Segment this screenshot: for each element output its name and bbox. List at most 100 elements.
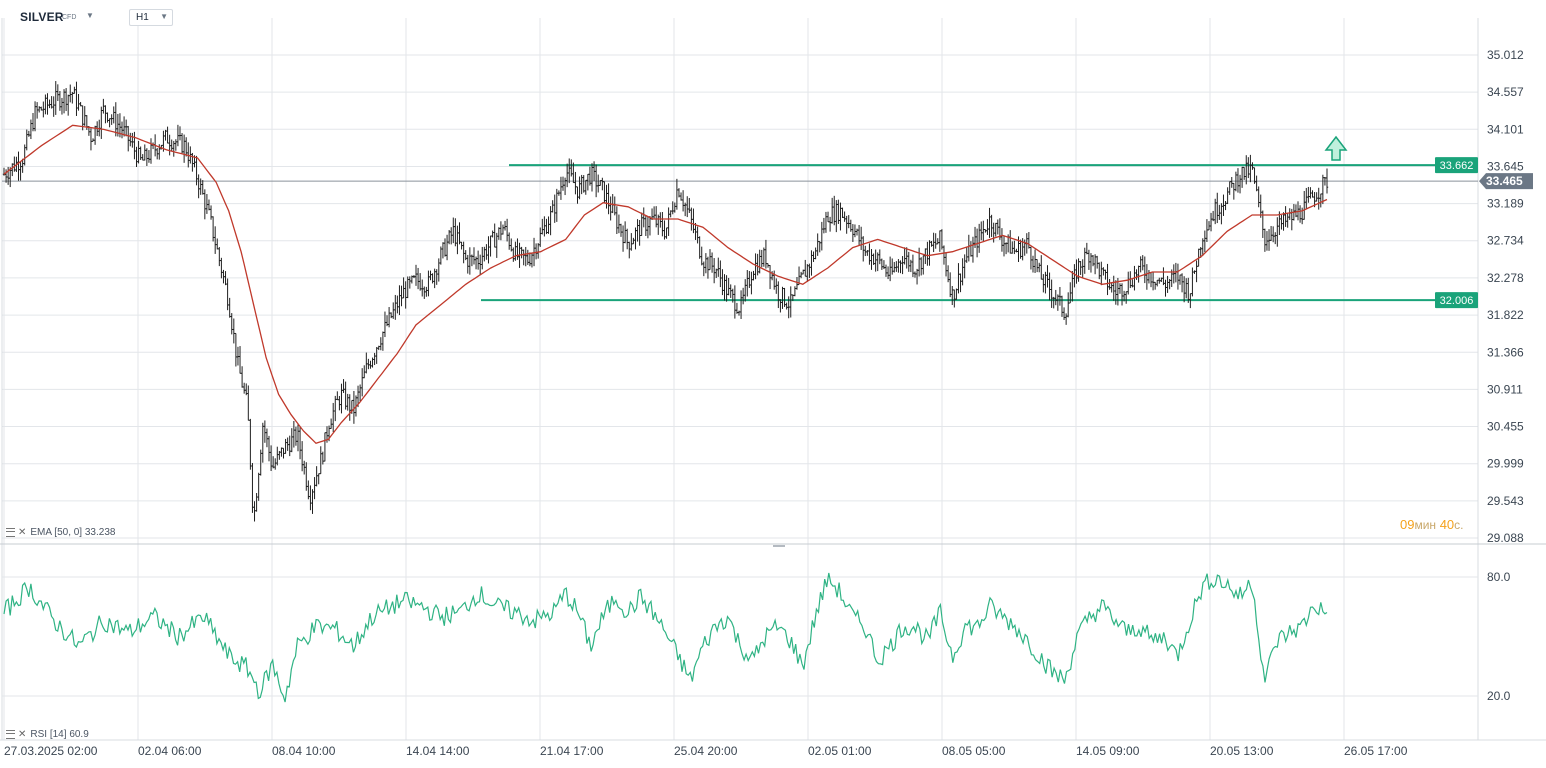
candle — [373, 352, 376, 366]
candle — [1079, 261, 1082, 275]
candle — [851, 224, 855, 242]
candle — [654, 206, 658, 228]
candle — [456, 225, 459, 255]
candle — [909, 259, 913, 273]
candle — [1048, 272, 1051, 301]
candle — [1267, 229, 1271, 251]
candle — [727, 277, 730, 296]
tags-layer: 33.662 32.006 33.465 — [1324, 135, 1533, 309]
candle — [296, 423, 300, 452]
candle — [1098, 262, 1101, 280]
candle — [563, 177, 567, 196]
candle — [58, 90, 62, 111]
candle — [31, 112, 35, 132]
candle — [1182, 276, 1186, 303]
candle — [1011, 241, 1014, 254]
candle — [1040, 255, 1043, 280]
candle — [669, 210, 672, 218]
candle — [348, 394, 351, 421]
candle — [1315, 192, 1318, 202]
candle — [42, 101, 45, 118]
candle — [982, 220, 985, 242]
resistance-tag: 33.662 — [1435, 157, 1478, 174]
candle — [1213, 198, 1217, 225]
support-tag: 32.006 — [1435, 292, 1478, 309]
candle — [164, 129, 167, 141]
candle — [961, 258, 964, 286]
candle — [818, 241, 821, 253]
settings-lines-icon[interactable] — [6, 527, 15, 537]
level-tag-label: 32.006 — [1440, 295, 1474, 307]
candle — [472, 247, 476, 265]
candle — [379, 337, 383, 351]
candle — [110, 114, 113, 125]
candle — [425, 286, 428, 297]
candle — [75, 81, 78, 116]
candle — [381, 331, 385, 351]
current-price-tag-bg — [1479, 173, 1533, 190]
candle — [1168, 279, 1171, 290]
candle — [715, 268, 718, 279]
candle — [915, 268, 919, 285]
timeframe-select[interactable]: H1 ▼ — [129, 9, 173, 26]
candle — [607, 183, 610, 215]
candle — [392, 302, 395, 319]
candle — [242, 382, 246, 394]
settings-lines-icon[interactable] — [6, 729, 15, 739]
candle — [64, 88, 68, 112]
candle — [447, 230, 451, 245]
candle — [955, 288, 958, 300]
candle — [423, 286, 426, 299]
candle — [346, 393, 349, 411]
symbol-dropdown-icon[interactable]: ▼ — [86, 11, 94, 20]
candle — [452, 217, 455, 244]
candle — [284, 438, 287, 454]
candle — [959, 273, 962, 293]
candle — [601, 177, 604, 191]
x-tick-label: 08.05 05:00 — [942, 744, 1006, 758]
x-tick-label: 02.04 06:00 — [138, 744, 202, 758]
candle — [1222, 194, 1225, 216]
close-icon[interactable]: ✕ — [18, 729, 27, 740]
candle — [122, 116, 126, 137]
candle — [584, 179, 587, 195]
x-tick-label: 08.04 10:00 — [272, 744, 336, 758]
up-arrow-shape — [1324, 135, 1348, 161]
candle — [835, 200, 838, 233]
candle — [574, 171, 577, 195]
candle — [1191, 267, 1194, 297]
candle — [634, 227, 637, 250]
candle — [329, 418, 333, 429]
candle — [305, 462, 308, 491]
level-tag-bg — [1435, 292, 1478, 309]
candle — [762, 247, 766, 267]
candle — [52, 96, 55, 117]
candle — [485, 244, 488, 260]
candle — [1325, 168, 1329, 194]
current-price-tag: 33.465 — [1479, 173, 1533, 190]
candle — [864, 245, 867, 257]
candle — [286, 437, 289, 451]
candle — [570, 159, 573, 177]
symbol-name[interactable]: SILVER — [20, 10, 64, 24]
rsi-legend-value: 60.9 — [69, 729, 89, 740]
candle — [862, 236, 865, 262]
candle — [534, 243, 538, 260]
candle — [526, 249, 530, 265]
candle — [462, 241, 465, 264]
candle — [652, 206, 656, 219]
candle — [441, 242, 445, 259]
candle — [642, 207, 645, 228]
candle — [71, 91, 74, 104]
candle — [549, 206, 552, 236]
candle — [1216, 192, 1219, 224]
candle — [580, 174, 583, 195]
y-tick-label: 30.911 — [1487, 382, 1523, 396]
close-icon[interactable]: ✕ — [18, 527, 27, 538]
candle — [1058, 287, 1062, 306]
candle — [1091, 254, 1095, 267]
candle — [839, 202, 842, 231]
candle — [478, 254, 482, 276]
candle — [114, 102, 118, 137]
candle — [679, 192, 683, 201]
